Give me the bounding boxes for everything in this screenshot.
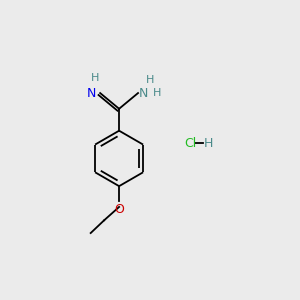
Text: H: H <box>146 75 155 85</box>
Text: H: H <box>90 73 99 83</box>
Text: N: N <box>87 87 96 100</box>
Text: H: H <box>204 137 213 150</box>
Text: H: H <box>153 88 161 98</box>
Text: O: O <box>114 203 124 216</box>
Text: N: N <box>139 87 148 100</box>
Text: Cl: Cl <box>184 137 196 150</box>
